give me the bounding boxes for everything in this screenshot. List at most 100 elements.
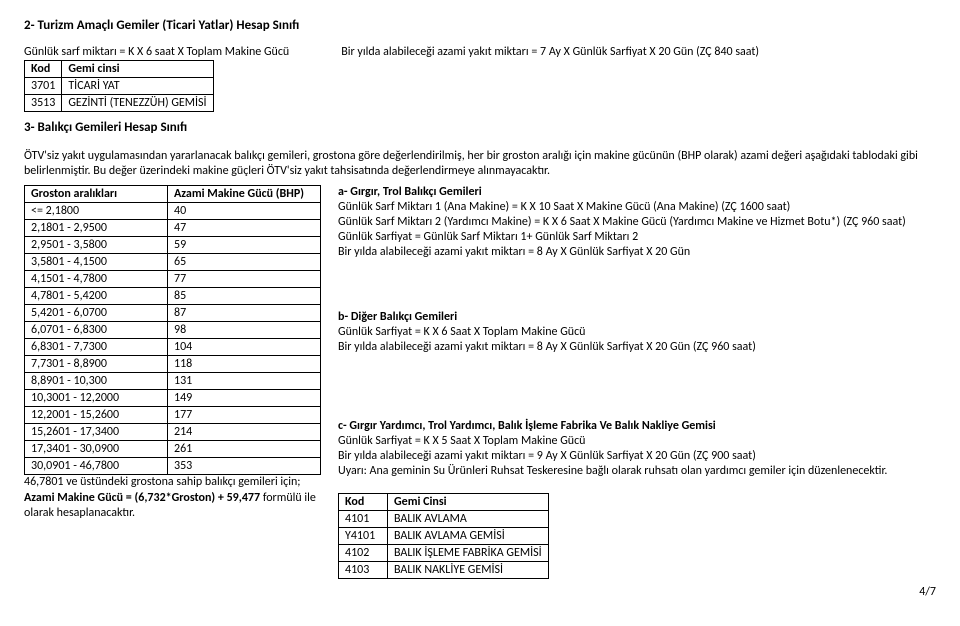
- table-row: 2,9501 - 3,580059: [25, 237, 321, 254]
- block-c: c- Gırgır Yardımcı, Trol Yardımcı, Balık…: [338, 419, 936, 479]
- range-cell: 12,2001 - 15,2600: [25, 407, 168, 424]
- value-cell: 131: [168, 373, 321, 390]
- table-row: <= 2,180040: [25, 203, 321, 220]
- kod-cell: 3701: [25, 78, 62, 95]
- a-head: a- Gırgır, Trol Balıkçı Gemileri: [338, 185, 936, 200]
- range-cell: 3,5801 - 4,1500: [25, 254, 168, 271]
- value-cell: 87: [168, 305, 321, 322]
- cinsi-cell: BALIK AVLAMA: [388, 511, 549, 528]
- range-cell: 17,3401 - 30,0900: [25, 441, 168, 458]
- table-row: 3,5801 - 4,150065: [25, 254, 321, 271]
- cinsi-cell: BALIK İŞLEME FABRİKA GEMİSİ: [388, 545, 549, 562]
- range-cell: 2,1801 - 2,9500: [25, 220, 168, 237]
- table-row: 4,7801 - 5,420085: [25, 288, 321, 305]
- table-row: 8,8901 - 10,300131: [25, 373, 321, 390]
- range-cell: 6,0701 - 6,8300: [25, 322, 168, 339]
- page-number: 4/7: [24, 585, 936, 599]
- value-cell: 59: [168, 237, 321, 254]
- s2-kod-table: Kod Gemi cinsi 3701 TİCARİ YAT 3513 GEZİ…: [24, 60, 214, 112]
- cinsi-header: Gemi Cinsi: [388, 494, 549, 511]
- value-cell: 353: [168, 458, 321, 475]
- range-cell: <= 2,1800: [25, 203, 168, 220]
- kod-cell: 3513: [25, 95, 62, 112]
- range-cell: 4,1501 - 4,7800: [25, 271, 168, 288]
- groston-h1: Groston aralıkları: [25, 186, 168, 203]
- cinsi-header: Gemi cinsi: [62, 61, 213, 78]
- table-row: 2,1801 - 2,950047: [25, 220, 321, 237]
- table-row: 6,0701 - 6,830098: [25, 322, 321, 339]
- kod-header: Kod: [339, 494, 388, 511]
- s3-kod-table: Kod Gemi Cinsi 4101BALIK AVLAMA Y4101BAL…: [338, 493, 549, 579]
- range-cell: 6,8301 - 7,7300: [25, 339, 168, 356]
- range-cell: 30,0901 - 46,7800: [25, 458, 168, 475]
- c-l3: Uyarı: Ana geminin Su Ürünleri Ruhsat Te…: [338, 464, 936, 479]
- cinsi-cell: BALIK AVLAMA GEMİSİ: [388, 528, 549, 545]
- section-2-formulas: Günlük sarf miktarı = K X 6 saat X Topla…: [24, 45, 936, 60]
- kod-cell: 4102: [339, 545, 388, 562]
- under-table-note: 46,7801 ve üstündeki grostona sahip balı…: [24, 475, 324, 522]
- table-row: 10,3001 - 12,2000149: [25, 390, 321, 407]
- value-cell: 77: [168, 271, 321, 288]
- a-l1: Günlük Sarf Miktarı 1 (Ana Makine) = K X…: [338, 200, 936, 215]
- value-cell: 85: [168, 288, 321, 305]
- value-cell: 65: [168, 254, 321, 271]
- table-row: 4,1501 - 4,780077: [25, 271, 321, 288]
- b-l1: Günlük Sarfiyat = K X 6 Saat X Toplam Ma…: [338, 325, 936, 340]
- table-row: 15,2601 - 17,3400214: [25, 424, 321, 441]
- kod-cell: 4103: [339, 562, 388, 579]
- section-2-heading: 2- Turizm Amaçlı Gemiler (Ticari Yatlar)…: [24, 18, 936, 33]
- table-row: 4101BALIK AVLAMA: [339, 511, 549, 528]
- a-l2: Günlük Sarf Miktarı 2 (Yardımcı Makine) …: [338, 215, 936, 230]
- kod-cell: Y4101: [339, 528, 388, 545]
- s3-intro: ÖTV'siz yakıt uygulamasından yararlanaca…: [24, 149, 936, 179]
- table-row: 5,4201 - 6,070087: [25, 305, 321, 322]
- a-l4: Bir yılda alabileceği azami yakıt miktar…: [338, 245, 936, 260]
- value-cell: 149: [168, 390, 321, 407]
- value-cell: 118: [168, 356, 321, 373]
- under-line-2a: Azami Makine Gücü = (6,732*Groston) + 59…: [24, 491, 260, 505]
- table-row: 12,2001 - 15,2600177: [25, 407, 321, 424]
- range-cell: 2,9501 - 3,5800: [25, 237, 168, 254]
- b-l2: Bir yılda alabileceği azami yakıt miktar…: [338, 340, 936, 355]
- table-row: Y4101BALIK AVLAMA GEMİSİ: [339, 528, 549, 545]
- cinsi-cell: BALIK NAKLİYE GEMİSİ: [388, 562, 549, 579]
- kod-header: Kod: [25, 61, 62, 78]
- s2-formula-left: Günlük sarf miktarı = K X 6 saat X Topla…: [24, 45, 289, 60]
- table-row: 7,7301 - 8,8900118: [25, 356, 321, 373]
- table-row: 4102BALIK İŞLEME FABRİKA GEMİSİ: [339, 545, 549, 562]
- range-cell: 8,8901 - 10,300: [25, 373, 168, 390]
- c-head: c- Gırgır Yardımcı, Trol Yardımcı, Balık…: [338, 419, 936, 434]
- table-row: 3701 TİCARİ YAT: [25, 78, 214, 95]
- groston-h2: Azami Makine Gücü (BHP): [168, 186, 321, 203]
- range-cell: 5,4201 - 6,0700: [25, 305, 168, 322]
- table-row: Kod Gemi Cinsi: [339, 494, 549, 511]
- value-cell: 98: [168, 322, 321, 339]
- table-row: 4103BALIK NAKLİYE GEMİSİ: [339, 562, 549, 579]
- a-l3: Günlük Sarfiyat = Günlük Sarf Miktarı 1+…: [338, 230, 936, 245]
- groston-table: Groston aralıkları Azami Makine Gücü (BH…: [24, 185, 321, 475]
- cinsi-cell: TİCARİ YAT: [62, 78, 213, 95]
- table-row: Kod Gemi cinsi: [25, 61, 214, 78]
- value-cell: 177: [168, 407, 321, 424]
- value-cell: 104: [168, 339, 321, 356]
- table-row: Groston aralıkları Azami Makine Gücü (BH…: [25, 186, 321, 203]
- range-cell: 10,3001 - 12,2000: [25, 390, 168, 407]
- block-b: b- Diğer Balıkçı Gemileri Günlük Sarfiya…: [338, 310, 936, 355]
- range-cell: 15,2601 - 17,3400: [25, 424, 168, 441]
- table-row: 6,8301 - 7,7300104: [25, 339, 321, 356]
- value-cell: 214: [168, 424, 321, 441]
- section-3-heading: 3- Balıkçı Gemileri Hesap Sınıfı: [24, 120, 936, 135]
- c-l2: Bir yılda alabileceği azami yakıt miktar…: [338, 449, 936, 464]
- value-cell: 47: [168, 220, 321, 237]
- cinsi-cell: GEZİNTİ (TENEZZÜH) GEMİSİ: [62, 95, 213, 112]
- kod-cell: 4101: [339, 511, 388, 528]
- s2-formula-right: Bir yılda alabileceği azami yakıt miktar…: [341, 45, 759, 60]
- range-cell: 7,7301 - 8,8900: [25, 356, 168, 373]
- c-l1: Günlük Sarfiyat = K X 5 Saat X Toplam Ma…: [338, 434, 936, 449]
- value-cell: 261: [168, 441, 321, 458]
- table-row: 30,0901 - 46,7800353: [25, 458, 321, 475]
- block-a: a- Gırgır, Trol Balıkçı Gemileri Günlük …: [338, 185, 936, 260]
- under-line-1: 46,7801 ve üstündeki grostona sahip balı…: [24, 475, 301, 489]
- value-cell: 40: [168, 203, 321, 220]
- table-row: 17,3401 - 30,0900261: [25, 441, 321, 458]
